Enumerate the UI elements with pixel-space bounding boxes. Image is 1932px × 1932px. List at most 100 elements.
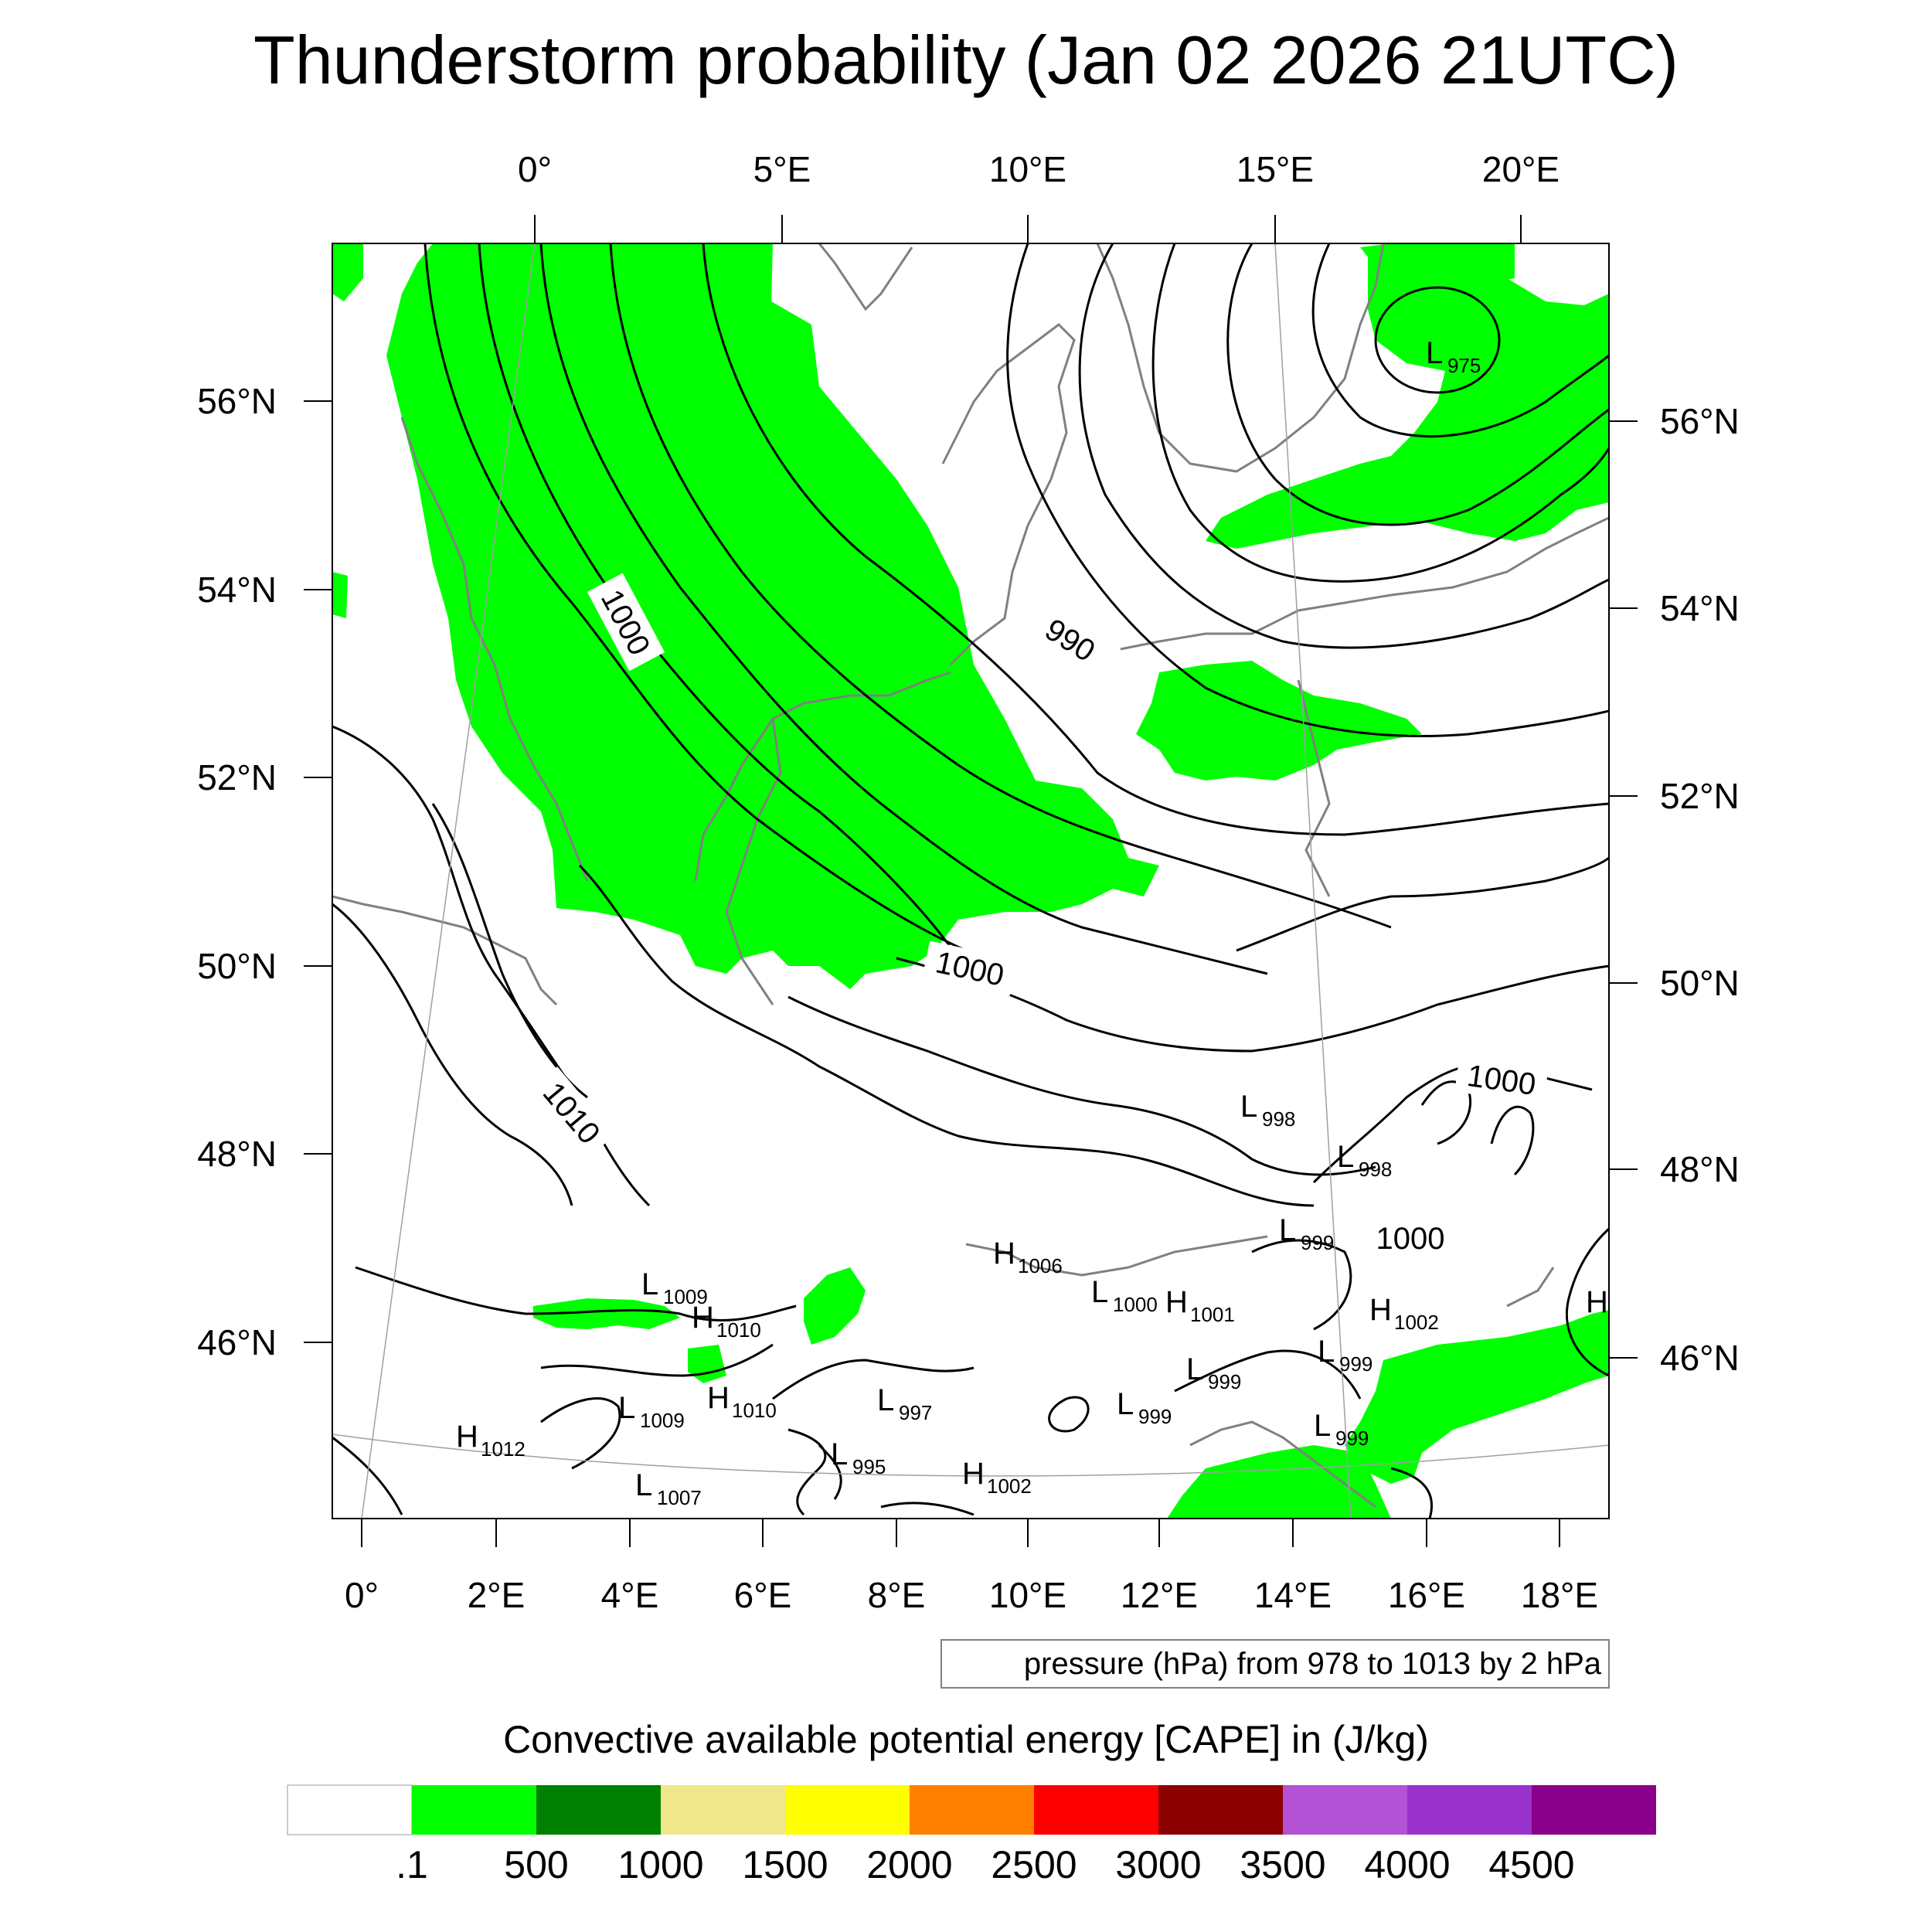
isobar [609, 243, 1392, 929]
color-legend-labels: .1 500 1000 1500 2000 2500 3000 3500 400… [396, 1843, 1574, 1886]
lat-label: 48°N [197, 1134, 277, 1174]
lon-label: 10°E [989, 149, 1066, 189]
pressure-center: L 1007 [635, 1468, 702, 1509]
legend-label: 4000 [1364, 1843, 1450, 1886]
legend-label: 4500 [1488, 1843, 1574, 1886]
pressure-center: L 999 [1117, 1387, 1172, 1428]
isobar [578, 864, 1315, 1207]
map-plot-area: 1000 990 1000 1010 1000 1000 [332, 243, 1610, 1519]
pressure-center-value: 1009 [663, 1285, 708, 1308]
lon-label: 18°E [1521, 1575, 1598, 1615]
pressure-center: H 1006 [993, 1236, 1063, 1277]
pressure-center-value: 1002 [1394, 1311, 1439, 1334]
pressure-center-type: L [635, 1468, 652, 1502]
coastline-france [332, 895, 558, 1006]
legend-swatch [1034, 1785, 1158, 1835]
pressure-center-value: 1012 [481, 1437, 526, 1461]
lat-label: 52°N [1660, 776, 1740, 816]
pressure-center-value: 1006 [1018, 1254, 1063, 1277]
pressure-center: L 998 [1240, 1090, 1295, 1131]
pressure-center-value: 1010 [732, 1399, 777, 1422]
parallel-45n [332, 1434, 1609, 1477]
cape-area-alps-west [533, 1298, 680, 1329]
legend-label: 500 [504, 1843, 568, 1886]
left-lat-labels: 56°N 54°N 52°N 50°N 48°N 46°N [197, 381, 277, 1362]
legend-label: .1 [396, 1843, 428, 1886]
lon-label: 5°E [753, 149, 811, 189]
pressure-center-value: 1000 [1113, 1293, 1158, 1316]
contour-info-text: pressure (hPa) from 978 to 1013 by 2 hPa [1024, 1647, 1602, 1681]
lon-label: 0° [518, 149, 552, 189]
bottom-lon-labels: 0° 2°E 4°E 6°E 8°E 10°E 12°E 14°E 16°E 1… [345, 1575, 1598, 1615]
isobar [1078, 243, 1609, 649]
pressure-center: L 1009 [618, 1391, 685, 1432]
isobar [1048, 1396, 1090, 1433]
pressure-center: H 1002 [962, 1457, 1032, 1498]
lon-label: 12°E [1121, 1575, 1198, 1615]
pressure-center: L 1000 [1091, 1275, 1158, 1316]
legend-swatch [785, 1785, 910, 1835]
pressure-center-value: 1007 [657, 1486, 702, 1509]
isobar [1006, 243, 1609, 737]
isobar [540, 1397, 621, 1470]
isobar [880, 1502, 975, 1516]
lat-label: 56°N [197, 381, 277, 421]
border-poland [1297, 679, 1331, 897]
isobar [1311, 243, 1609, 438]
cape-area-poland [1136, 661, 1422, 781]
cape-area-west-edge [332, 243, 363, 301]
legend-label: 2000 [866, 1843, 952, 1886]
figure-title: Thunderstorm probability (Jan 02 2026 21… [253, 22, 1679, 98]
legend-swatch [1158, 1785, 1283, 1835]
lon-label: 15°E [1236, 149, 1314, 189]
map-frame [332, 243, 1610, 1519]
color-legend [287, 1784, 1656, 1835]
meridian-0 [361, 243, 536, 1519]
border-germany [725, 718, 782, 1005]
pressure-center: L 999 [1318, 1335, 1372, 1376]
lat-label: 48°N [1660, 1149, 1740, 1189]
lon-label: 4°E [601, 1575, 659, 1615]
lon-label: 8°E [868, 1575, 926, 1615]
coastline-denmark [941, 323, 1076, 666]
legend-swatch [412, 1785, 536, 1835]
legend-label: 3000 [1115, 1843, 1201, 1886]
pressure-center-type: H [962, 1457, 985, 1491]
isobar [423, 243, 967, 952]
legend-label: 1000 [617, 1843, 703, 1886]
isobar [355, 1266, 797, 1322]
pressure-center-value: 1001 [1190, 1303, 1235, 1326]
isobar [787, 995, 1376, 1176]
coastlines-borders [332, 243, 1609, 1509]
pressure-center-value: 999 [1335, 1427, 1369, 1450]
lon-label: 0° [345, 1575, 379, 1615]
pressure-center: L 995 [831, 1437, 886, 1478]
lon-label: 2°E [468, 1575, 526, 1615]
top-lon-labels: 0° 5°E 10°E 15°E 20°E [518, 149, 1560, 189]
lat-label: 54°N [1660, 588, 1740, 628]
pressure-center-value: 995 [852, 1455, 886, 1478]
cape-area-adriatic [1167, 1445, 1391, 1519]
lat-label: 50°N [1660, 963, 1740, 1003]
pressure-center: H 1012 [456, 1420, 526, 1461]
lon-label: 10°E [989, 1575, 1066, 1615]
pressure-center: H 1001 [1165, 1285, 1235, 1326]
pressure-center-value: 1002 [987, 1475, 1032, 1498]
lat-label: 50°N [197, 946, 277, 986]
pressure-center-type: L [1091, 1275, 1108, 1309]
legend-swatch [1532, 1785, 1656, 1835]
pressure-center-type: L [1337, 1140, 1354, 1174]
axis-ticks [304, 215, 1638, 1547]
pressure-center-value: 998 [1262, 1107, 1295, 1131]
lat-label: 52°N [197, 757, 277, 798]
pressure-center-value: 999 [1301, 1231, 1334, 1254]
isobar [332, 1436, 403, 1515]
pressure-center: L 998 [1337, 1140, 1392, 1181]
isobar [787, 1428, 842, 1516]
isobars [332, 243, 1609, 1519]
lon-label: 6°E [734, 1575, 792, 1615]
coastline-uk-east [400, 417, 589, 882]
pressure-center-type: L [1240, 1090, 1257, 1124]
isobar-label: 1000 [1376, 1222, 1445, 1256]
